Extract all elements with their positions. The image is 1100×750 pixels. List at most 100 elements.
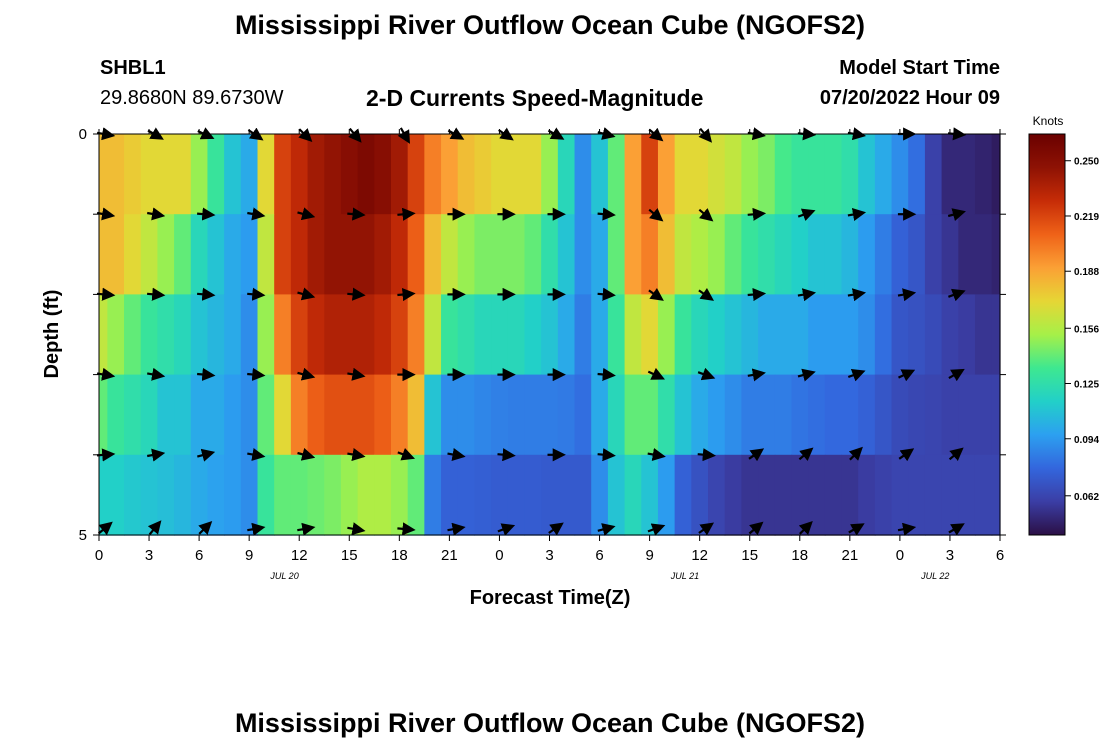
current-vector xyxy=(197,287,216,301)
heatmap-cell xyxy=(324,374,342,456)
heatmap-cell xyxy=(607,294,626,376)
heatmap-cell xyxy=(107,134,125,215)
heatmap-cell xyxy=(99,454,108,536)
current-vector xyxy=(697,448,716,462)
heatmap-cell xyxy=(441,214,459,295)
current-vector xyxy=(147,207,166,221)
current-vector xyxy=(798,447,814,462)
current-vector xyxy=(147,287,166,301)
heatmap-cell xyxy=(691,214,709,295)
heatmap-cell xyxy=(874,294,893,376)
current-vector xyxy=(397,522,416,536)
current-vector xyxy=(247,207,266,221)
colorbar-tick-label: 0.156 xyxy=(1074,324,1099,335)
current-vector xyxy=(397,207,416,221)
heatmap-cell xyxy=(140,374,158,456)
heatmap-cell xyxy=(340,454,359,536)
heatmap-cell xyxy=(207,454,225,536)
heatmap-cell xyxy=(407,454,425,536)
heatmap-cell xyxy=(958,214,976,295)
heatmap-cell xyxy=(524,214,542,295)
heatmap-cell xyxy=(591,294,609,376)
heatmap-cell xyxy=(257,374,275,456)
heatmap-cell xyxy=(491,454,509,536)
heatmap-cell xyxy=(874,374,893,456)
x-tick-label: 0 xyxy=(495,547,503,564)
heatmap-cell xyxy=(357,454,375,536)
heatmap-cell xyxy=(708,214,726,295)
x-tick-label: 15 xyxy=(341,547,358,564)
heatmap-cell xyxy=(424,294,442,376)
model-start-label: Model Start Time xyxy=(839,57,1000,79)
heatmap-cell xyxy=(891,214,909,295)
heatmap-cell xyxy=(407,374,425,456)
heatmap-cell xyxy=(541,294,559,376)
heatmap-cell xyxy=(724,214,742,295)
heatmap-cell xyxy=(724,294,742,376)
heatmap-cell xyxy=(691,374,709,456)
heatmap-cell xyxy=(574,214,592,295)
current-vector xyxy=(698,287,715,301)
heatmap-cell xyxy=(791,214,809,295)
heatmap-cell xyxy=(190,454,209,536)
heatmap-cell xyxy=(541,134,559,215)
heatmap-cell xyxy=(157,134,175,215)
heatmap-cell xyxy=(307,214,325,295)
colorbar-tick-label: 0.188 xyxy=(1074,267,1099,278)
heatmap-cell xyxy=(374,134,392,215)
current-vector xyxy=(748,448,765,462)
colorbar-tick-label: 0.250 xyxy=(1074,157,1099,168)
heatmap-cell xyxy=(924,374,943,456)
heatmap-cell xyxy=(274,454,292,536)
current-vector xyxy=(747,207,767,221)
heatmap-cell xyxy=(808,134,826,215)
heatmap-cell xyxy=(174,374,192,456)
heatmap-cell xyxy=(390,294,409,376)
current-vector xyxy=(597,448,616,462)
current-vector xyxy=(197,207,216,221)
heatmap-cell xyxy=(657,374,676,456)
heatmap-cell xyxy=(274,214,292,295)
heatmap-cell xyxy=(791,134,809,215)
heatmap-cell xyxy=(99,374,108,456)
heatmap-cell xyxy=(908,454,926,536)
current-vector xyxy=(897,288,917,302)
current-vector xyxy=(898,369,916,382)
heatmap-cell xyxy=(374,294,392,376)
current-vector xyxy=(948,447,964,462)
current-vector xyxy=(948,288,966,302)
current-vector xyxy=(247,367,266,382)
colorbar-tick-label: 0.219 xyxy=(1074,212,1099,223)
current-vector xyxy=(848,446,863,461)
heatmap-cell xyxy=(841,454,859,536)
heatmap-cell xyxy=(941,134,959,215)
y-tick-label: 0 xyxy=(79,126,87,143)
heatmap-cell xyxy=(958,454,976,536)
heatmap-cell xyxy=(808,374,826,456)
heatmap-cell xyxy=(140,134,158,215)
heatmap-cell xyxy=(974,214,993,295)
current-vector xyxy=(297,367,316,381)
heatmap-cell xyxy=(891,374,909,456)
current-vector xyxy=(197,448,216,462)
x-tick-label: 3 xyxy=(946,547,954,564)
current-vector xyxy=(447,522,466,536)
current-vector xyxy=(597,287,616,301)
heatmap-cell xyxy=(908,214,926,295)
heatmap-cell xyxy=(541,454,559,536)
heatmap-cell xyxy=(374,214,392,295)
heatmap-cell xyxy=(891,454,909,536)
chart-canvas: 0 3 6 9 12 15 18 21 0 3 6 9 12 15 18 21 0 3 6 JUL 20 JUL 21 J… xyxy=(41,114,1099,609)
heatmap-cell xyxy=(941,214,959,295)
heatmap-cell xyxy=(758,374,776,456)
heatmap-cell xyxy=(324,134,342,215)
current-vector xyxy=(747,368,766,382)
x-tick-label: 18 xyxy=(391,547,408,564)
heatmap-cell xyxy=(858,214,876,295)
heatmap-cell xyxy=(324,294,342,376)
heatmap-cell xyxy=(708,134,726,215)
colorbar-tick-label: 0.094 xyxy=(1074,435,1099,446)
heatmap-cell xyxy=(224,134,242,215)
heatmap-cell xyxy=(607,134,626,215)
heatmap-cell xyxy=(174,134,192,215)
